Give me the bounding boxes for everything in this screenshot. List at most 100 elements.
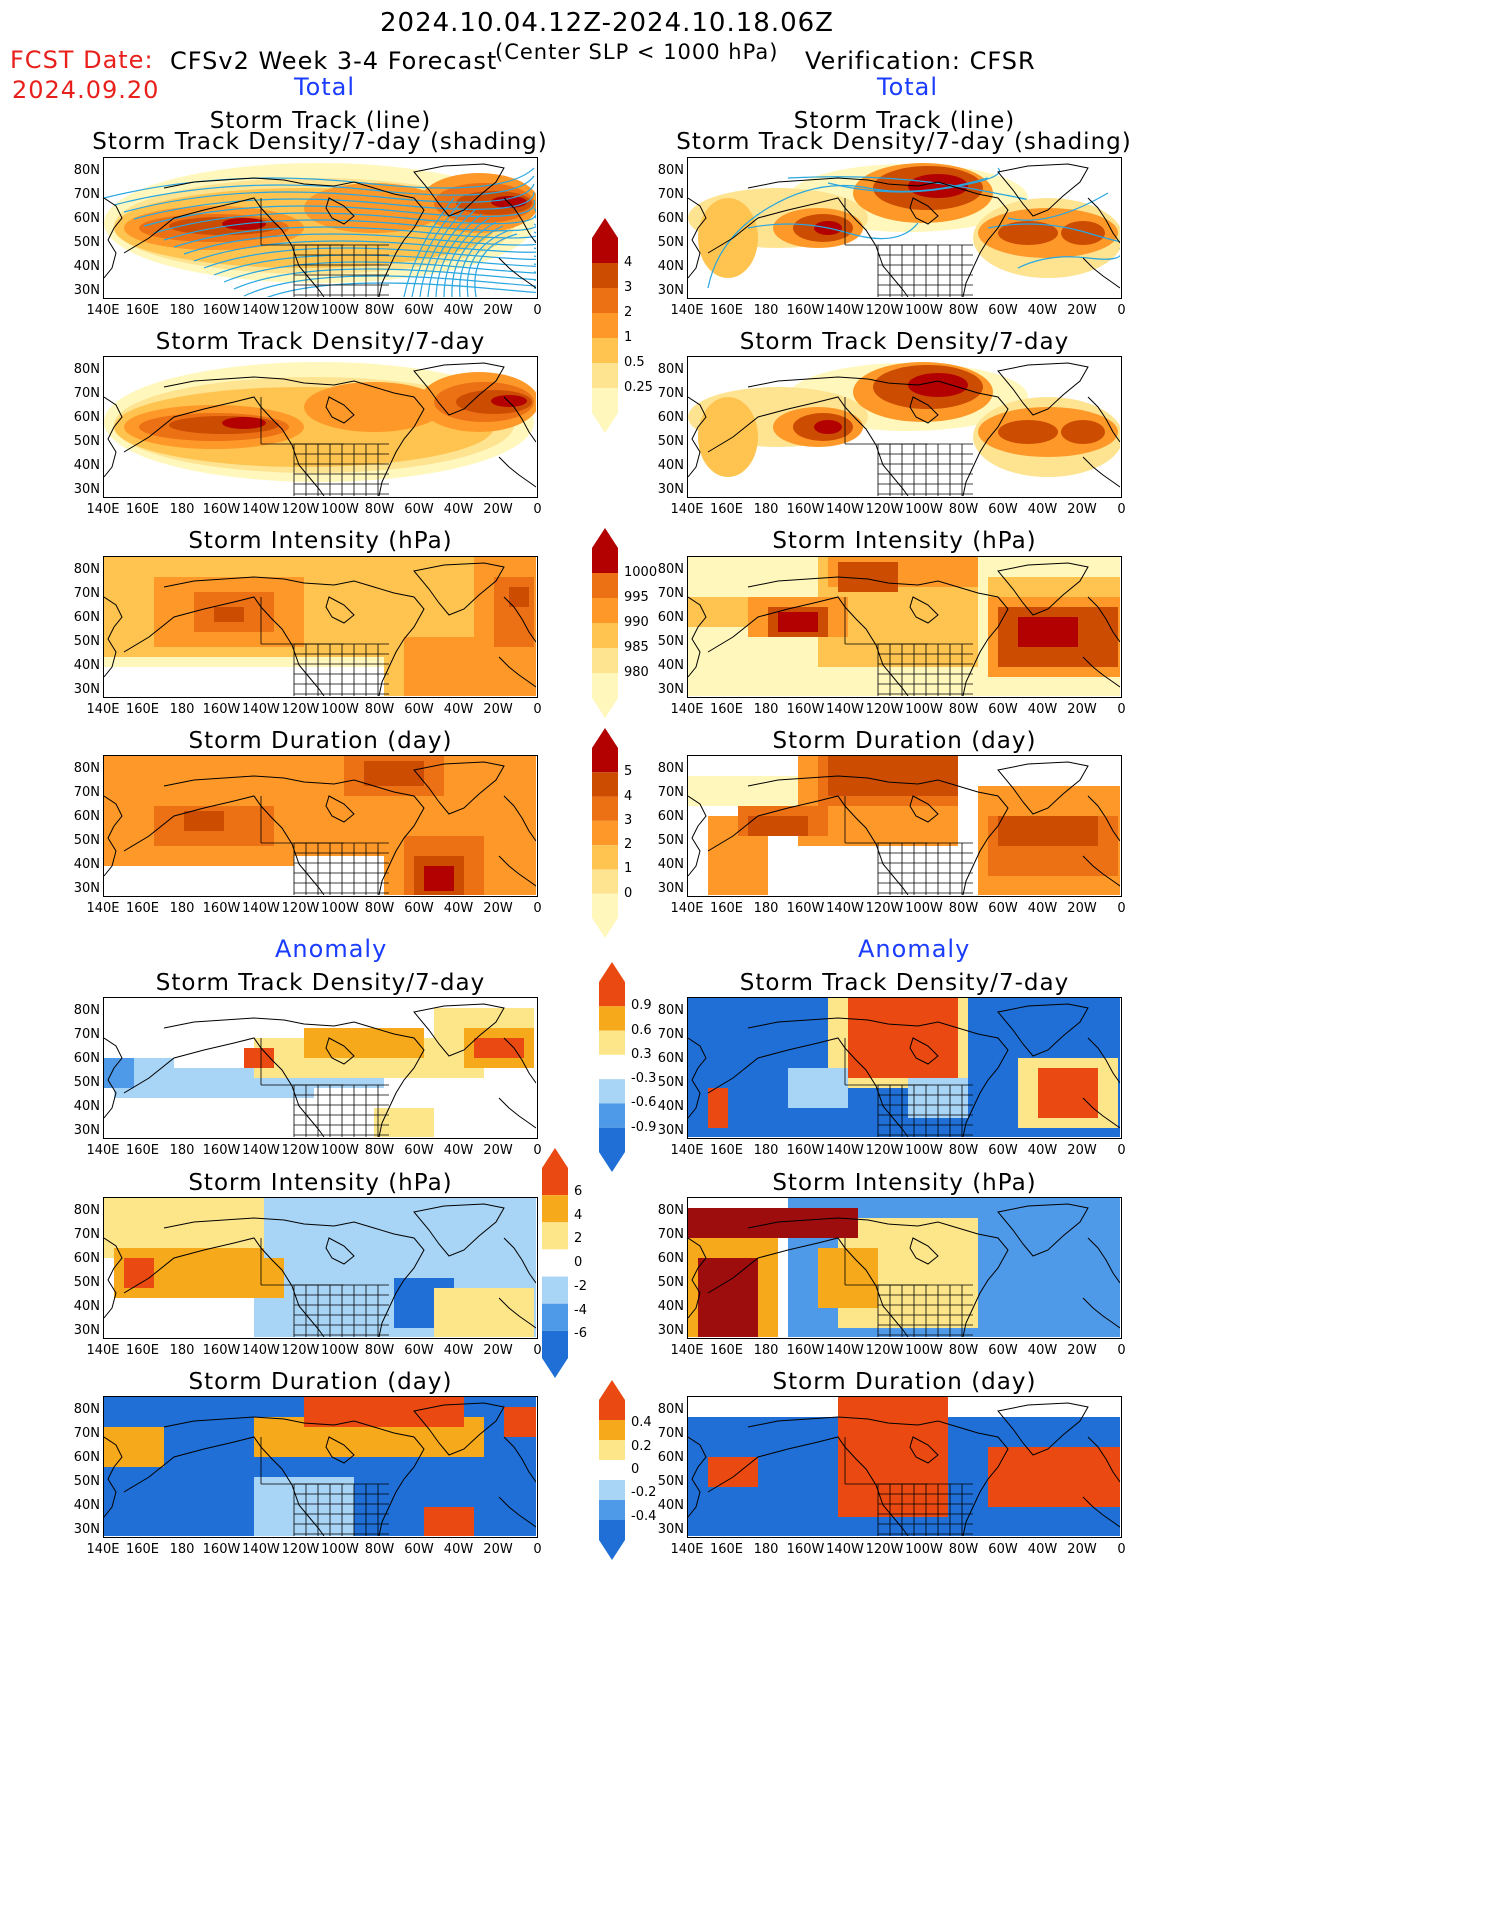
lon-tick-label: 100W bbox=[321, 1143, 359, 1158]
shade-cell bbox=[504, 1407, 536, 1437]
lon-tick-label: 160E bbox=[125, 502, 160, 517]
lon-tick-label: 0 bbox=[1117, 502, 1126, 517]
lat-tick-label: 60N bbox=[657, 610, 684, 625]
lon-tick-label: 160E bbox=[709, 1143, 744, 1158]
colorbar-segment bbox=[592, 388, 618, 413]
lon-tick-label: 20W bbox=[483, 1542, 513, 1557]
shade-cell bbox=[184, 811, 224, 831]
us-states bbox=[293, 1483, 389, 1536]
map-canvas bbox=[104, 1003, 536, 1137]
lat-tick-label: 30N bbox=[657, 881, 684, 896]
lat-tick-label: 80N bbox=[73, 562, 100, 577]
lat-tick-label: 60N bbox=[73, 1251, 100, 1266]
colorbar-label: -4 bbox=[574, 1302, 587, 1318]
lon-tick-label: 40W bbox=[1027, 1143, 1058, 1158]
lon-tick-label: 20W bbox=[1067, 1343, 1097, 1358]
colorbar-arrow-top bbox=[599, 962, 625, 982]
colorbar-label: 6 bbox=[574, 1183, 583, 1199]
lon-tick-label: 160E bbox=[709, 1542, 744, 1557]
lat-tick-label: 60N bbox=[657, 1450, 684, 1465]
shade-blob bbox=[698, 397, 758, 477]
lon-tick-label: 140E bbox=[670, 702, 704, 717]
lat-tick-label: 40N bbox=[73, 1299, 100, 1314]
coastlines bbox=[104, 1003, 536, 1137]
lon-tick-label: 160W bbox=[202, 1143, 241, 1158]
lat-tick-label: 30N bbox=[657, 682, 684, 697]
title-duration-verif: Storm Duration (day) bbox=[772, 728, 1037, 754]
lon-tick-label: 180 bbox=[753, 702, 779, 717]
fcst-date-label: FCST Date: bbox=[10, 46, 154, 74]
lon-tick-label: 160W bbox=[202, 702, 241, 717]
lon-tick-label: 120W bbox=[281, 303, 320, 318]
lat-tick-label: 60N bbox=[657, 211, 684, 226]
lon-tick-label: 0 bbox=[533, 502, 542, 517]
lon-tick-label: 180 bbox=[753, 1343, 779, 1358]
lon-tick-label: 160W bbox=[786, 901, 825, 916]
shade-cell bbox=[214, 607, 244, 622]
lon-tick-label: 20W bbox=[483, 1143, 513, 1158]
colorbar-label: 995 bbox=[624, 590, 649, 605]
shade-cell bbox=[364, 761, 424, 786]
coastlines bbox=[104, 362, 536, 496]
lat-tick-label: 60N bbox=[73, 1051, 100, 1066]
map-duration-anom-forecast bbox=[103, 1396, 538, 1538]
lon-tick-label: 160W bbox=[786, 303, 825, 318]
lat-tick-label: 70N bbox=[657, 1227, 684, 1242]
lat-tick-label: 60N bbox=[657, 410, 684, 425]
colorbar-segment bbox=[592, 796, 618, 821]
shade-cell bbox=[748, 816, 808, 836]
shade-cell bbox=[848, 998, 958, 1078]
shade-cell bbox=[104, 1058, 134, 1088]
colorbar-label: 2 bbox=[624, 305, 633, 320]
lat-tick-label: 60N bbox=[73, 809, 100, 824]
lon-tick-label: 120W bbox=[865, 303, 904, 318]
colorbar-segment bbox=[592, 893, 618, 918]
lon-tick-label: 80W bbox=[364, 1343, 395, 1358]
colorbar-segment bbox=[542, 1249, 568, 1277]
lat-tick-label: 80N bbox=[657, 163, 684, 178]
lon-tick-label: 160E bbox=[709, 1343, 744, 1358]
lon-tick-label: 60W bbox=[988, 502, 1018, 517]
shade-cell bbox=[224, 1258, 284, 1298]
lat-tick-label: 40N bbox=[657, 458, 684, 473]
shade-cell bbox=[688, 776, 798, 806]
lon-tick-label: 0 bbox=[1117, 303, 1126, 318]
shade-cell bbox=[304, 1028, 424, 1058]
colorbar-label: 0.2 bbox=[631, 1438, 652, 1454]
lon-tick-label: 0 bbox=[1117, 1343, 1126, 1358]
lat-tick-label: 30N bbox=[73, 1323, 100, 1338]
lon-tick-label: 180 bbox=[753, 303, 779, 318]
lat-tick-label: 80N bbox=[657, 1003, 684, 1018]
shade-blob bbox=[1061, 420, 1105, 444]
lon-tick-label: 140W bbox=[242, 702, 280, 717]
lat-tick-label: 50N bbox=[73, 833, 100, 848]
right-anomaly-label: Anomaly bbox=[858, 935, 971, 963]
lat-tick-label: 50N bbox=[657, 1275, 684, 1290]
lon-tick-label: 140W bbox=[242, 1143, 280, 1158]
us-states bbox=[877, 842, 973, 895]
map-canvas bbox=[104, 756, 536, 895]
right-total-label: Total bbox=[877, 73, 939, 101]
lat-tick-label: 30N bbox=[657, 283, 684, 298]
lon-tick-label: 100W bbox=[905, 1343, 943, 1358]
lon-tick-label: 40W bbox=[443, 1143, 474, 1158]
colorbar-segment bbox=[542, 1195, 568, 1223]
lat-tick-label: 80N bbox=[657, 562, 684, 577]
map-canvas bbox=[688, 1198, 1120, 1337]
map-duration-anom-verif bbox=[687, 1396, 1122, 1538]
lat-tick-label: 80N bbox=[73, 1003, 100, 1018]
lon-tick-label: 100W bbox=[321, 502, 359, 517]
lon-tick-label: 160W bbox=[202, 303, 241, 318]
us-states bbox=[293, 643, 389, 696]
colorbar-arrow-bottom bbox=[542, 1358, 568, 1378]
lat-tick-label: 70N bbox=[73, 1426, 100, 1441]
lon-tick-label: 120W bbox=[865, 702, 904, 717]
lon-tick-label: 160E bbox=[709, 303, 744, 318]
title-duration-forecast: Storm Duration (day) bbox=[188, 728, 453, 754]
lon-tick-label: 20W bbox=[1067, 303, 1097, 318]
colorbar-arrow-bottom bbox=[592, 918, 618, 938]
colorbar-segment bbox=[542, 1168, 568, 1196]
shade-blob bbox=[908, 174, 968, 198]
shade-cell bbox=[1018, 617, 1078, 647]
